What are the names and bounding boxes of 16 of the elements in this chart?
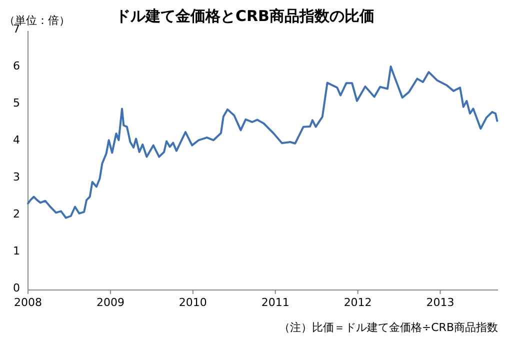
x-tick-label: 2010 <box>178 296 207 309</box>
text: （注）比価＝ドル建て金価格÷CRB商品指数 <box>278 321 498 334</box>
y-tick-label: 6 <box>13 60 20 72</box>
y-tick-label: 0 <box>13 282 20 294</box>
y-tick-label: 2 <box>13 208 20 220</box>
y-tick-label: 5 <box>13 96 20 110</box>
y-tick-label: 4 <box>13 134 20 146</box>
chart-title: ドル建て金価格とCRB商品指数の比価 <box>116 7 374 25</box>
x-tick-label: 2012 <box>344 296 372 309</box>
y-tick-label: 3 <box>13 170 20 184</box>
y-tick-label: 1 <box>13 244 20 258</box>
x-tick-label: 2008 <box>14 296 42 309</box>
x-tick-label: 2009 <box>96 296 124 309</box>
x-tick-label: 2013 <box>426 296 454 309</box>
line-series <box>27 66 498 219</box>
x-tick-label: 2011 <box>261 296 290 309</box>
